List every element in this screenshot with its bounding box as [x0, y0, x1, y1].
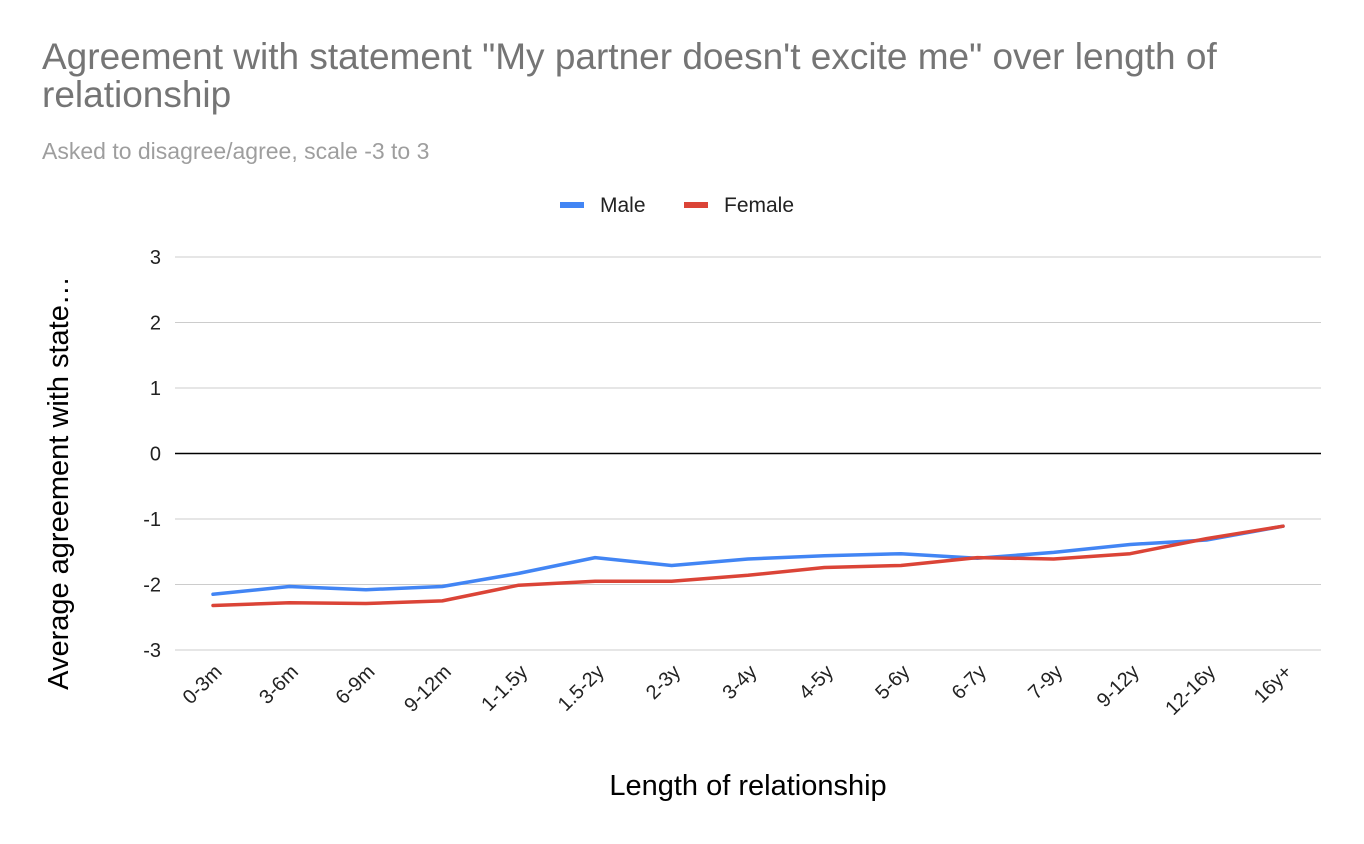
- y-tick-label: 2: [150, 313, 161, 335]
- series-line-female: [211, 524, 1285, 608]
- y-tick-label: -3: [143, 640, 161, 662]
- gridlines: [175, 256, 1321, 651]
- x-tick-label: 2-3y: [642, 661, 685, 704]
- legend-label-female: Female: [724, 194, 794, 217]
- x-tick-label: 5-6y: [871, 661, 914, 704]
- y-tick-label: -1: [143, 509, 161, 531]
- legend-swatch-female: [684, 202, 708, 208]
- x-tick-label: 9-12m: [400, 661, 456, 717]
- x-axis-ticks: 0-3m 3-6m 6-9m 9-12m 1-1.5y 1.5-2y 2-3y 3-4y 4-5…: [179, 661, 1297, 720]
- y-axis-ticks: 3 2 1 0 -1 -2 -3: [143, 247, 161, 662]
- x-tick-label: 4-5y: [795, 661, 838, 704]
- x-tick-label: 3-6m: [255, 661, 303, 709]
- series-line-male: [211, 524, 1285, 597]
- y-axis-title: Average agreement with state…: [43, 276, 75, 690]
- chart-title: Agreement with statement "My partner doe…: [42, 36, 1217, 115]
- x-tick-label: 9-12y: [1093, 661, 1144, 712]
- y-tick-label: 3: [150, 247, 161, 269]
- legend: Male Female: [560, 194, 794, 217]
- x-tick-label: 1-1.5y: [477, 661, 532, 716]
- y-tick-label: 0: [150, 444, 161, 466]
- x-tick-label: 0-3m: [179, 661, 227, 709]
- series-lines: [211, 524, 1285, 608]
- x-tick-label: 3-4y: [718, 661, 761, 704]
- x-tick-label: 6-9m: [332, 661, 380, 709]
- legend-swatch-male: [560, 202, 584, 208]
- x-tick-label: 12-16y: [1161, 661, 1220, 720]
- y-tick-label: 1: [150, 378, 161, 400]
- x-tick-label: 6-7y: [948, 661, 991, 704]
- legend-label-male: Male: [600, 194, 646, 217]
- x-axis-title: Length of relationship: [609, 770, 886, 802]
- x-tick-label: 16y+: [1250, 661, 1297, 708]
- chart-subtitle: Asked to disagree/agree, scale -3 to 3: [42, 138, 430, 164]
- x-tick-label: 1.5-2y: [554, 661, 609, 716]
- y-tick-label: -2: [143, 575, 161, 597]
- x-tick-label: 7-9y: [1024, 661, 1067, 704]
